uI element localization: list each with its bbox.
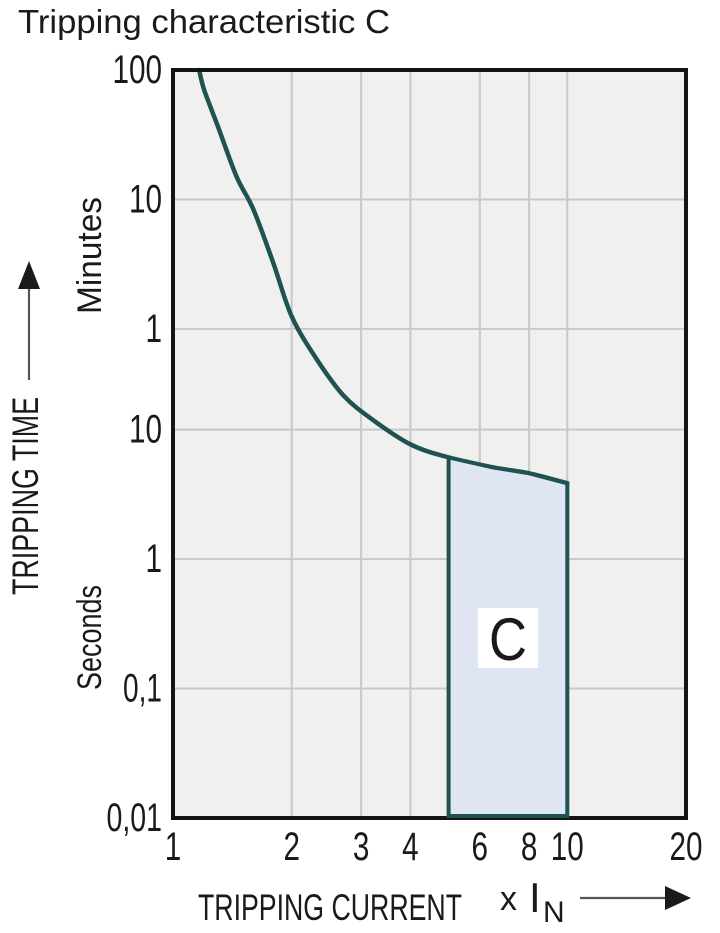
y-tick-label: 10 xyxy=(129,178,162,222)
x-tick-labels: 1 2 3 4 6 8 10 20 xyxy=(165,825,703,869)
y-unit-minutes-label: Minutes xyxy=(71,197,109,314)
x-unit-current-symbol: I xyxy=(529,874,541,921)
x-tick-label: 8 xyxy=(521,825,538,869)
x-tick-label: 4 xyxy=(402,825,419,869)
chart-title: Tripping characteristic C xyxy=(18,3,390,40)
x-axis-title: TRIPPING CURRENT xyxy=(198,887,462,928)
y-unit-seconds-label: Seconds xyxy=(71,585,109,690)
x-tick-label: 2 xyxy=(283,825,300,869)
y-tick-label: 0,01 xyxy=(107,796,163,840)
y-tick-label: 1 xyxy=(146,537,163,581)
y-tick-labels: 100 10 1 10 1 0,1 0,01 xyxy=(107,48,163,840)
y-axis-title: TRIPPING TIME xyxy=(5,397,46,595)
plot-area xyxy=(173,70,686,818)
gridlines xyxy=(173,70,686,818)
region-label: C xyxy=(489,606,527,673)
x-axis-arrow-icon xyxy=(580,886,691,910)
x-tick-label: 1 xyxy=(165,825,182,869)
x-unit-subscript: N xyxy=(543,896,565,928)
x-unit-multiplier: x xyxy=(500,880,517,918)
x-tick-label: 20 xyxy=(670,825,703,869)
y-tick-label: 100 xyxy=(113,48,163,92)
y-tick-label: 0,1 xyxy=(123,667,162,711)
y-tick-label: 10 xyxy=(129,408,162,452)
region-label-box xyxy=(478,608,538,668)
x-tick-label: 3 xyxy=(353,825,370,869)
y-axis-arrow-icon xyxy=(18,261,40,380)
y-tick-label: 1 xyxy=(146,307,163,351)
x-tick-label: 10 xyxy=(551,825,584,869)
plot-border xyxy=(171,68,688,820)
x-tick-label: 6 xyxy=(472,825,489,869)
